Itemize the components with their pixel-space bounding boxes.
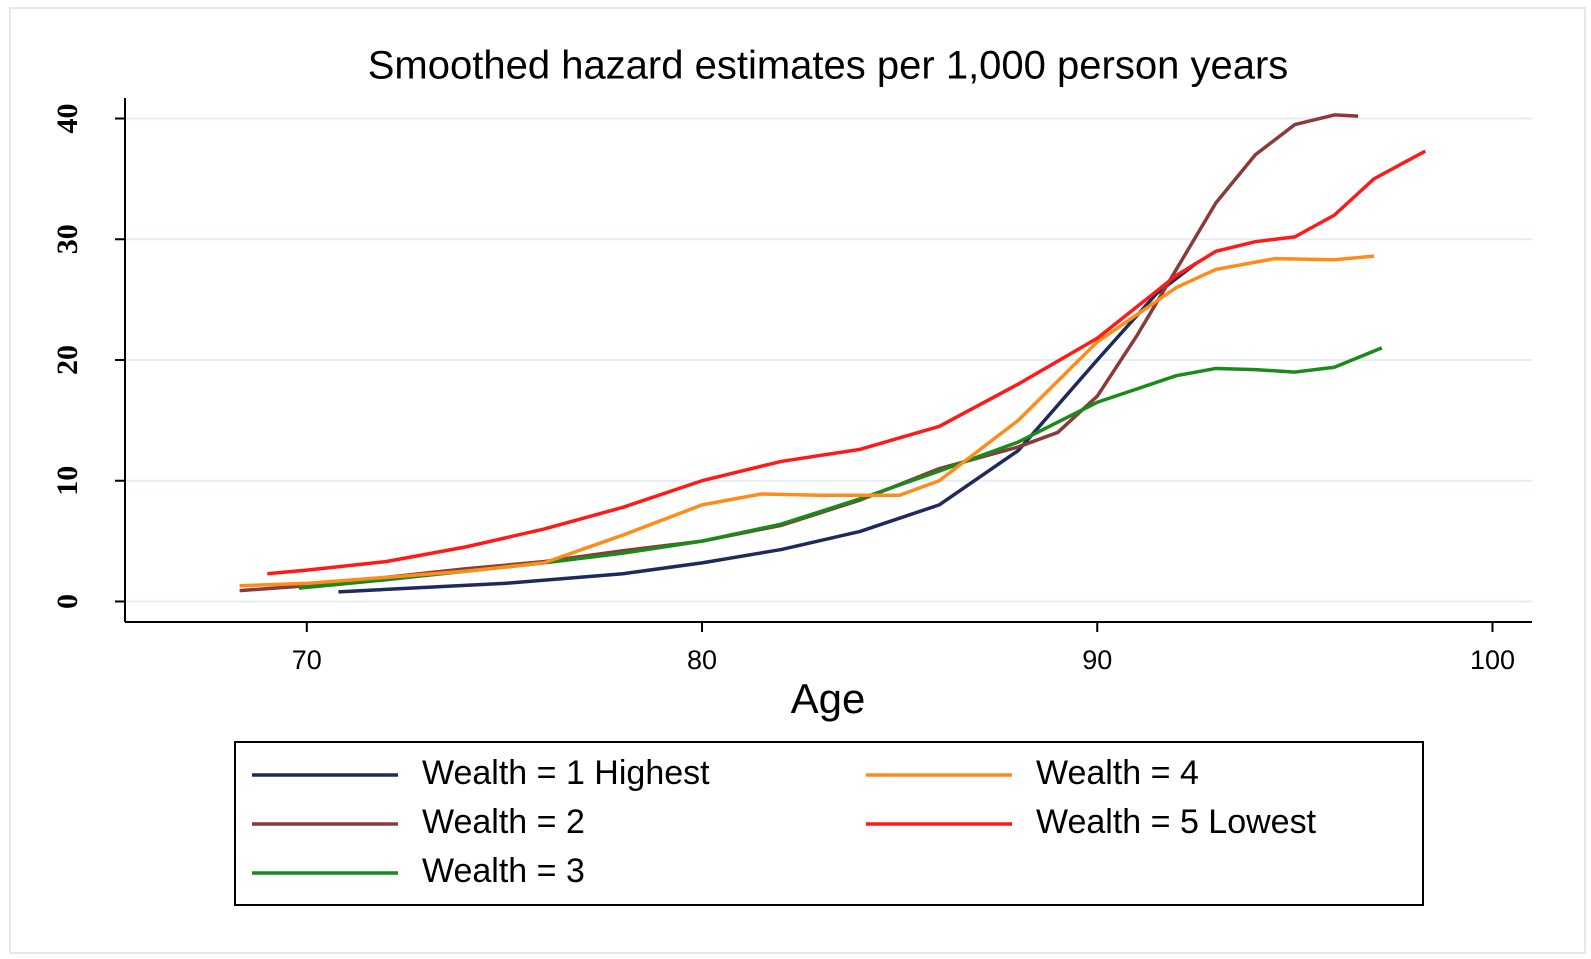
legend-label: Wealth = 4 (1036, 754, 1199, 792)
legend-box (234, 741, 1424, 906)
y-tick-label: 20 (51, 345, 84, 375)
chart-title: Smoothed hazard estimates per 1,000 pers… (368, 44, 1289, 88)
x-tick-label: 100 (1470, 645, 1515, 675)
x-axis-label: Age (791, 675, 866, 722)
x-tick-label: 80 (687, 645, 717, 675)
legend-label: Wealth = 1 Highest (422, 754, 710, 792)
y-tick-label: 30 (51, 224, 84, 254)
y-tick-label: 10 (51, 466, 84, 496)
series-line (239, 254, 1375, 588)
legend-label: Wealth = 2 (422, 803, 585, 841)
series-line (267, 149, 1427, 576)
x-tick-label: 70 (292, 645, 322, 675)
legend-label: Wealth = 3 (422, 852, 585, 890)
y-tick-label: 0 (51, 594, 84, 609)
legend-label: Wealth = 5 Lowest (1036, 803, 1317, 841)
y-tick-label: 40 (51, 104, 84, 134)
series-line (338, 262, 1198, 594)
x-tick-label: 90 (1082, 645, 1112, 675)
